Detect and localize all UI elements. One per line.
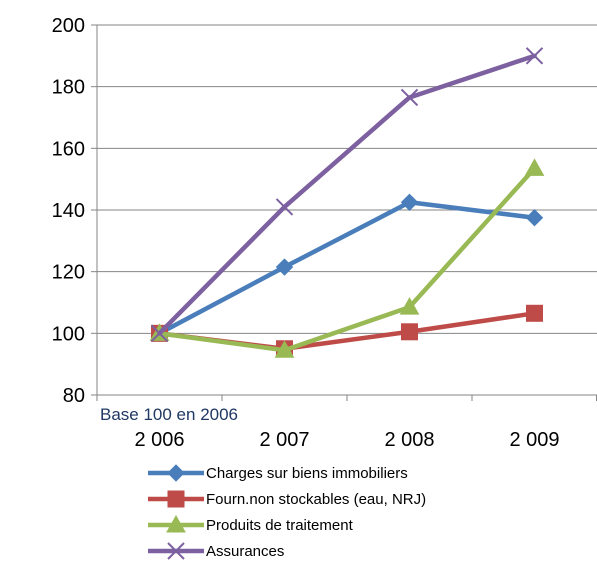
data-point-0-3 — [525, 209, 544, 227]
base-annotation: Base 100 en 2006 — [100, 405, 238, 424]
series-2 — [149, 158, 545, 358]
data-point-3-1 — [275, 198, 294, 216]
grid-layer — [97, 24, 597, 334]
x-tick-label-1: 2 007 — [259, 429, 309, 451]
data-point-0-1 — [275, 258, 294, 276]
y-tick-label-100: 100 — [52, 323, 85, 345]
legend-marker-0 — [167, 464, 185, 482]
legend: Charges sur biens immobiliers Fourn.non s… — [148, 464, 426, 560]
series-line-2 — [157, 166, 537, 353]
tick-label-layer: 80 100 120 140 160 180 200 2 006 2 007 2 008 2 009 — [52, 15, 560, 451]
legend-label-2: Produits de traitement — [206, 517, 354, 534]
legend-item-0: Charges sur biens immobiliers — [148, 464, 408, 482]
axis-layer — [91, 24, 597, 401]
series-layer — [149, 47, 545, 358]
data-point-3-0 — [150, 324, 169, 343]
y-tick-label-180: 180 — [52, 77, 85, 99]
data-point-1-2 — [401, 323, 418, 341]
legend-label-3: Assurances — [206, 543, 284, 560]
legend-marker-3 — [167, 542, 185, 560]
series-3 — [150, 47, 544, 343]
data-point-1-3 — [526, 304, 543, 322]
x-tick-label-0: 2 006 — [134, 429, 184, 451]
legend-label-0: Charges sur biens immobiliers — [206, 465, 408, 482]
data-point-2-3 — [524, 158, 545, 176]
legend-label-1: Fourn.non stockables (eau, NRJ) — [206, 491, 426, 508]
x-tick-label-3: 2 009 — [509, 429, 559, 451]
y-tick-label-160: 160 — [52, 138, 85, 160]
data-point-0-2 — [400, 193, 419, 211]
legend-marker-2 — [166, 514, 186, 533]
y-tick-label-140: 140 — [52, 200, 85, 222]
y-tick-label-200: 200 — [52, 15, 85, 37]
y-tick-label-120: 120 — [52, 262, 85, 284]
y-tick-label-80: 80 — [63, 385, 85, 407]
data-point-3-2 — [400, 88, 419, 107]
data-point-2-2 — [399, 297, 420, 315]
series-line-0 — [157, 200, 537, 336]
legend-item-3: Assurances — [148, 542, 284, 560]
legend-item-2: Produits de traitement — [148, 514, 354, 534]
legend-marker-1 — [167, 490, 185, 508]
series-line-3 — [157, 53, 537, 336]
x-tick-label-2: 2 008 — [384, 429, 434, 451]
data-point-2-1 — [274, 340, 295, 358]
legend-item-1: Fourn.non stockables (eau, NRJ) — [148, 490, 426, 508]
data-point-3-3 — [525, 47, 544, 65]
